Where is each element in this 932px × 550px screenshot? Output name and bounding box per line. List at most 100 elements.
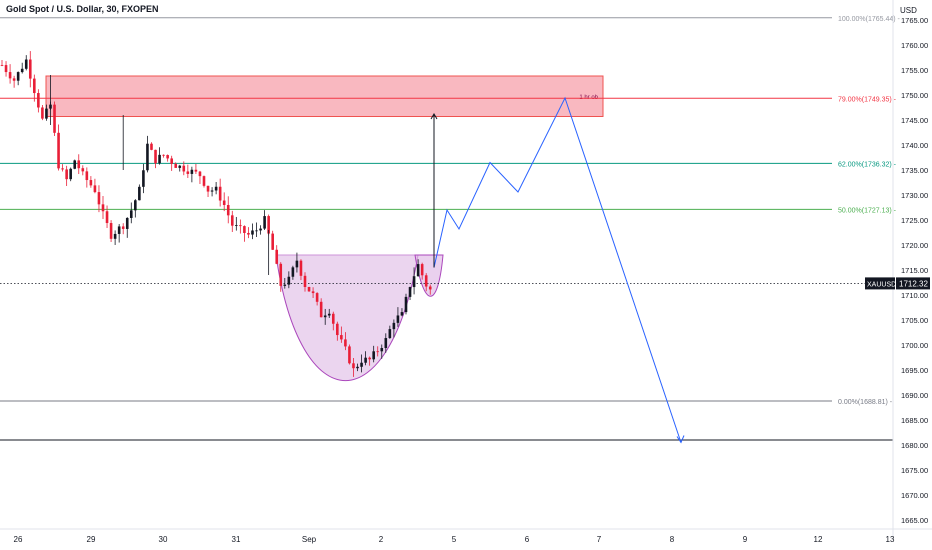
candle-body <box>372 351 375 360</box>
candle-body <box>65 169 68 180</box>
candle-body <box>263 216 266 229</box>
candle-body <box>97 192 101 205</box>
candle-body <box>279 263 283 286</box>
candle-body <box>206 185 210 192</box>
candle-body <box>194 169 198 172</box>
candle-body <box>186 171 190 174</box>
time-tick-label: 30 <box>159 535 168 544</box>
candle-body <box>138 186 141 201</box>
candle-body <box>93 185 97 193</box>
candle-body <box>340 335 343 340</box>
candle-body <box>255 230 258 232</box>
candle-body <box>235 225 238 227</box>
price-tick-label: 1690.00 <box>901 391 928 400</box>
candle-body <box>384 338 388 349</box>
price-axis-unit: USD <box>900 6 917 15</box>
candle-body <box>28 59 32 79</box>
candle-body <box>85 171 89 181</box>
candle-body <box>287 276 291 285</box>
price-tick-label: 1665.00 <box>901 516 928 525</box>
projection-arrowhead <box>676 435 685 444</box>
candle-body <box>45 108 48 119</box>
candle-body <box>81 168 85 172</box>
candle-body <box>77 160 81 169</box>
time-tick-label: 5 <box>452 535 457 544</box>
candle-body <box>89 180 93 186</box>
target-arrowhead <box>430 113 438 120</box>
time-tick-label: 26 <box>14 535 23 544</box>
candle-body <box>158 154 161 164</box>
candle-body <box>364 357 367 363</box>
price-tick-label: 1715.00 <box>901 266 928 275</box>
candle-body <box>376 351 380 353</box>
candle-body <box>416 264 420 277</box>
price-tick-label: 1670.00 <box>901 491 928 500</box>
fib-levels: 100.00%(1765.44) - 79.00%(1749.35) - 62.00… <box>0 16 901 441</box>
candle-body <box>162 154 165 156</box>
time-tick-label: 7 <box>597 535 602 544</box>
candle-body <box>400 312 404 316</box>
price-tick-label: 1745.00 <box>901 116 928 125</box>
candle-body <box>259 228 262 231</box>
candle-body <box>129 210 133 218</box>
candle-body <box>53 104 56 133</box>
candle-body <box>331 313 335 324</box>
price-tick-label: 1750.00 <box>901 91 928 100</box>
candle-body <box>291 267 295 277</box>
price-tick-label: 1705.00 <box>901 316 928 325</box>
chart-title: Gold Spot / U.S. Dollar, 30, FXOPEN <box>6 4 159 14</box>
candle-body <box>392 322 396 330</box>
candle-body <box>41 107 44 119</box>
candle-body <box>360 362 363 367</box>
candle-body <box>315 293 319 302</box>
candle-body <box>222 200 226 206</box>
candle-body <box>150 143 153 150</box>
order-block-zone: 1 hr ob <box>45 75 604 117</box>
fib-label: 50.00%(1727.13) - <box>838 207 897 214</box>
candle-body <box>408 287 412 297</box>
candle-body <box>178 165 182 168</box>
candle-body <box>275 249 279 264</box>
candle-body <box>424 275 428 287</box>
candle-body <box>146 143 149 171</box>
time-tick-label: Sep <box>302 535 317 544</box>
candle-body <box>57 132 60 169</box>
candle-body <box>121 226 125 229</box>
candle-body <box>33 78 36 94</box>
price-tick-label: 1725.00 <box>901 216 928 225</box>
candle-body <box>303 275 307 287</box>
candle-body <box>348 346 351 364</box>
candle-body <box>412 276 416 288</box>
price-tick-label: 1675.00 <box>901 466 928 475</box>
candle-body <box>327 313 331 316</box>
candle-body <box>396 315 400 323</box>
candle-body <box>336 323 339 336</box>
order-block-rect <box>45 75 604 117</box>
candle-body <box>267 216 270 234</box>
price-tick-label: 1755.00 <box>901 66 928 75</box>
candle-body <box>198 171 202 177</box>
candle-body <box>202 176 206 186</box>
candle-body <box>214 186 218 191</box>
price-tick-label: 1700.00 <box>901 341 928 350</box>
time-tick-label: 12 <box>814 535 823 544</box>
fib-label: 0.00%(1688.81) - <box>838 399 893 406</box>
price-tick-label: 1765.00 <box>901 16 928 25</box>
candle-body <box>69 168 72 180</box>
time-tick-label: 6 <box>525 535 530 544</box>
candle-body <box>117 226 121 234</box>
price-tick-label: 1710.00 <box>901 291 928 300</box>
candle-body <box>226 205 230 216</box>
fib-label: 79.00%(1749.35) - <box>838 96 897 103</box>
fib-label: 100.00%(1765.44) - <box>838 16 901 23</box>
projection-path <box>430 96 685 444</box>
price-tick-label: 1730.00 <box>901 191 928 200</box>
candle-body <box>73 160 77 169</box>
symbol-badge <box>865 277 895 290</box>
candle-body <box>307 286 311 292</box>
candle-body <box>247 232 250 235</box>
candle-body <box>311 291 315 294</box>
candle-body <box>101 204 105 212</box>
fib-label: 62.00%(1736.32) - <box>838 161 897 168</box>
